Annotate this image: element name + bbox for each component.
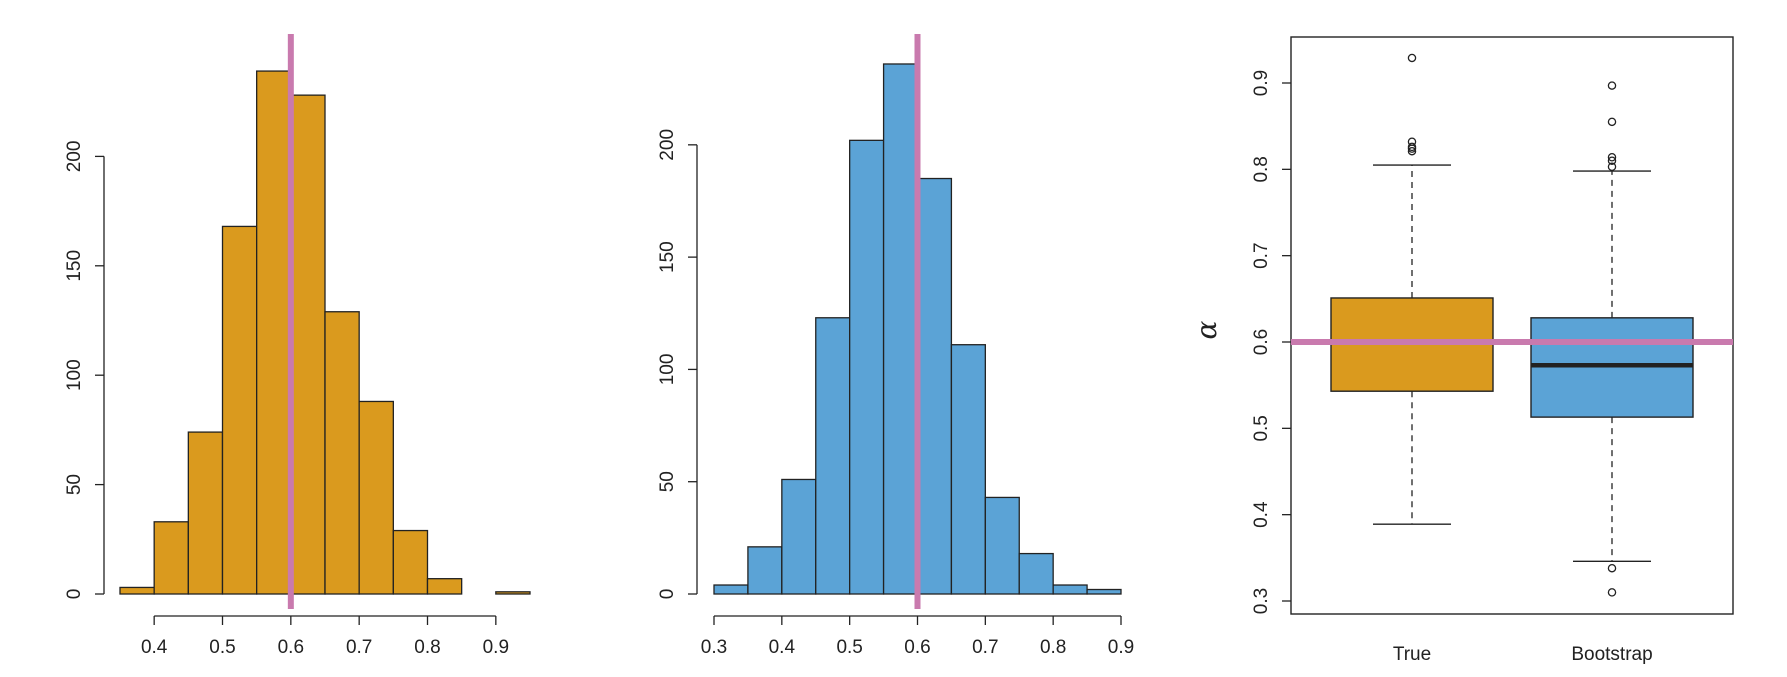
x-tick-label: 0.4 [769, 637, 796, 658]
y-tick-label: 0.5 [1251, 415, 1272, 441]
x-tick-label: 0.4 [141, 637, 168, 658]
y-tick-label: 0.8 [1251, 156, 1272, 182]
x-tick-label: 0.8 [1040, 637, 1066, 658]
y-tick-label: 0.6 [1251, 329, 1272, 355]
outlier-point [1607, 156, 1617, 165]
x-tick-label: 0.6 [904, 637, 930, 658]
histogram-bars [119, 70, 531, 595]
y-tick-label: 0.4 [1251, 501, 1272, 528]
histogram-bar [1018, 552, 1054, 595]
outlier-point [1607, 563, 1617, 573]
y-tick-label: 50 [64, 474, 85, 495]
histogram-bar [426, 578, 463, 595]
x-tick-label: 0.8 [414, 637, 440, 658]
y-axis: 0 50 100 150 200 [64, 141, 105, 600]
histogram-bar [882, 63, 919, 595]
outlier-point [1607, 117, 1617, 127]
y-axis-label: α [1190, 320, 1223, 339]
histogram-bar [1052, 584, 1088, 595]
x-category-label: Bootstrap [1571, 644, 1652, 665]
y-tick-label: 50 [657, 471, 678, 492]
y-tick-label: 200 [64, 141, 85, 173]
x-tick-label: 0.9 [1108, 637, 1134, 658]
x-axis: 0.3 0.4 0.5 0.6 0.7 0.8 0.9 [701, 615, 1134, 658]
outlier-point [1407, 146, 1417, 156]
histogram-bar [781, 478, 817, 595]
histogram-bar [984, 496, 1020, 595]
outlier-point [1607, 588, 1617, 597]
histogram-bar [153, 521, 189, 595]
y-tick-label: 0.3 [1251, 588, 1272, 614]
histogram-bar [495, 591, 531, 595]
histogram-bar [815, 317, 851, 595]
y-tick-label: 100 [64, 359, 85, 391]
y-tick-label: 0.9 [1251, 70, 1272, 96]
x-tick-label: 0.9 [483, 637, 509, 658]
y-axis: 0.3 0.4 0.5 0.6 0.7 0.8 0.9 [1251, 70, 1291, 614]
outlier-point [1607, 81, 1617, 90]
y-tick-label: 0.7 [1251, 242, 1272, 268]
histogram-bar [747, 546, 783, 595]
x-category-label: True [1393, 644, 1431, 665]
x-tick-label: 0.7 [346, 637, 372, 658]
y-tick-label: 0 [657, 589, 678, 600]
histogram-bar [916, 177, 953, 595]
x-tick-label: 0.6 [278, 637, 304, 658]
histogram-bar [358, 400, 394, 595]
histogram-bar [713, 584, 749, 595]
histogram-bars [713, 63, 1122, 595]
histogram-bar [1086, 588, 1122, 595]
x-axis: 0.4 0.5 0.6 0.7 0.8 0.9 [141, 615, 509, 658]
outlier-point [1607, 152, 1617, 162]
histogram-2: 0.3 0.4 0.5 0.6 0.7 0.8 0.9 0 50 100 150 200 [657, 34, 1134, 658]
y-axis: 0 50 100 150 200 [657, 129, 698, 600]
x-tick-label: 0.3 [701, 637, 727, 658]
histogram-bar [392, 529, 429, 595]
histogram-bar [290, 94, 326, 595]
x-tick-label: 0.5 [836, 637, 862, 658]
histogram-bar [324, 311, 360, 595]
x-tick-label: 0.7 [972, 637, 998, 658]
histogram-bar [221, 225, 258, 595]
histogram-bar [187, 431, 224, 595]
outlier-point [1607, 162, 1617, 171]
y-tick-label: 0 [64, 589, 85, 600]
outlier-point [1407, 144, 1417, 153]
histogram-1: 0.4 0.5 0.6 0.7 0.8 0.9 0 50 100 150 200 [64, 34, 531, 658]
histogram-bar [256, 70, 292, 595]
histogram-bar [950, 344, 986, 595]
y-tick-label: 200 [657, 129, 678, 161]
y-tick-label: 150 [657, 241, 678, 273]
y-tick-label: 150 [64, 250, 85, 282]
boxplot: 0.3 0.4 0.5 0.6 0.7 0.8 0.9 α True Bootstrap [1190, 36, 1734, 665]
histogram-bar [119, 586, 155, 595]
box-bootstrap: Bootstrap [1530, 81, 1694, 665]
box-true: True [1330, 53, 1494, 665]
histogram-bar [849, 139, 885, 595]
outlier-point [1407, 53, 1417, 63]
y-tick-label: 100 [657, 354, 678, 386]
plot-frame [1290, 36, 1734, 615]
x-tick-label: 0.5 [209, 637, 235, 658]
